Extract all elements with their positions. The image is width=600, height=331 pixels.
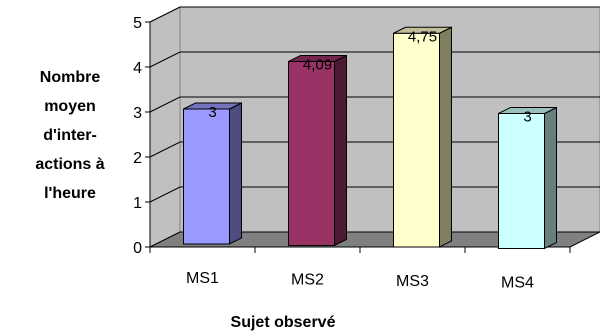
gridline	[149, 141, 600, 158]
gridline	[149, 96, 600, 113]
x-tick-label: MS1	[186, 270, 219, 287]
y-axis-label-line: actions à	[35, 156, 104, 173]
x-tick-labels: MS1 MS2 MS3 MS4	[186, 270, 534, 292]
gridlines	[149, 6, 600, 203]
x-tick-label: MS4	[501, 275, 534, 292]
bar-front	[288, 60, 335, 247]
bar-side	[544, 106, 557, 250]
y-tick-label: 1	[133, 195, 142, 212]
x-axis-label: Sujet observé	[231, 314, 336, 331]
side-wall	[149, 6, 181, 248]
gridline	[149, 51, 600, 68]
bar-front	[498, 113, 545, 249]
bar-top	[393, 26, 452, 34]
y-axis-label-line: d'inter-	[43, 127, 97, 144]
y-tick-label: 2	[133, 150, 142, 167]
y-axis-label-line: Nombre	[40, 69, 101, 86]
bar-MS4	[498, 106, 557, 250]
bar-side	[439, 26, 452, 248]
bar-top	[288, 54, 347, 62]
bar-top	[498, 107, 557, 114]
y-tick-label: 3	[133, 105, 142, 122]
bar-front	[183, 108, 230, 245]
y-tick-label: 5	[133, 15, 142, 32]
plot-walls	[149, 6, 600, 248]
bar-side	[334, 54, 347, 247]
y-axis-label: Nombre moyen d'inter-actions à l'heure	[35, 69, 104, 202]
bar-side	[229, 102, 242, 245]
bar-MS1	[183, 102, 242, 245]
data-label: 3	[208, 104, 216, 121]
x-tick-label: MS3	[396, 273, 429, 290]
y-tick-label: 4	[133, 60, 142, 77]
x-tick-label: MS2	[291, 272, 324, 289]
gridline	[149, 186, 600, 203]
y-axis-label-line: moyen	[44, 98, 96, 115]
bar-front	[393, 32, 440, 248]
y-tick-label: 0	[133, 240, 142, 257]
data-labels: 3 4,09 4,75 3	[208, 28, 531, 125]
y-axis-label-line: l'heure	[44, 185, 96, 202]
bar-MS2	[288, 54, 347, 247]
y-tick-labels: 0 1 2 3 4 5	[133, 15, 142, 257]
data-label: 3	[523, 109, 531, 126]
bar-top	[183, 102, 242, 110]
data-label: 4,09	[303, 56, 332, 73]
data-label: 4,75	[408, 28, 437, 45]
bars	[183, 26, 557, 250]
bar-MS3	[393, 26, 452, 248]
gridline	[149, 6, 600, 23]
